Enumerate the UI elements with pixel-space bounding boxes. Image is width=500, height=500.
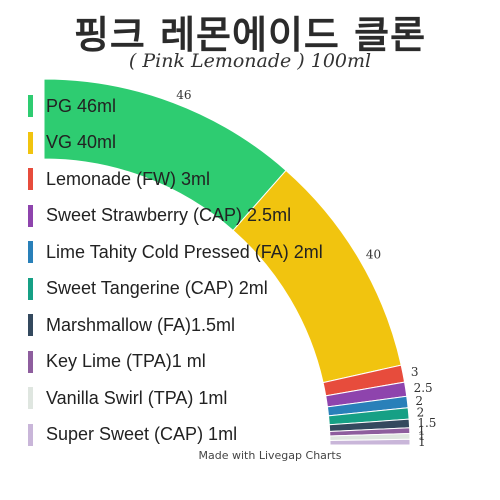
- value-label-key-lime-tpa-1-ml: 1: [418, 423, 426, 437]
- legend-label: Marshmallow (FA)1.5ml: [46, 314, 236, 335]
- value-label-super-sweet-cap-1ml: 1: [418, 435, 426, 449]
- value-label-marshmallow-fa-1-5ml: 1.5: [417, 416, 436, 430]
- legend-item-sweet-strawberry-cap-2-5ml[interactable]: Sweet Strawberry (CAP) 2.5ml: [28, 198, 323, 235]
- legend-label: Lime Tahity Cold Pressed (FA) 2ml: [46, 241, 323, 262]
- legend-label: Sweet Tangerine (CAP) 2ml: [46, 278, 268, 299]
- value-label-pg-46ml: 46: [176, 88, 191, 102]
- legend-item-super-sweet-cap-1ml[interactable]: Super Sweet (CAP) 1ml: [28, 417, 323, 454]
- chart-legend: PG 46ml VG 40ml Lemonade (FW) 3ml Sweet Str…: [28, 88, 323, 453]
- value-label-lemonade-fw-3ml: 3: [411, 365, 419, 379]
- legend-swatch: [28, 131, 33, 154]
- legend-label: PG 46ml: [46, 95, 117, 116]
- legend-item-sweet-tangerine-cap-2ml[interactable]: Sweet Tangerine (CAP) 2ml: [28, 271, 323, 308]
- legend-label: Super Sweet (CAP) 1ml: [46, 424, 238, 445]
- legend-swatch: [28, 204, 33, 227]
- legend-item-pg-46ml[interactable]: PG 46ml: [28, 88, 323, 125]
- legend-label: VG 40ml: [46, 132, 117, 153]
- legend-swatch: [28, 168, 33, 191]
- legend-swatch: [28, 423, 33, 446]
- legend-swatch: [28, 241, 33, 264]
- value-label-vanilla-swirl-tpa-1ml: 1: [418, 429, 426, 443]
- legend-item-lime-tahity-cold-pressed-fa-2ml[interactable]: Lime Tahity Cold Pressed (FA) 2ml: [28, 234, 323, 271]
- legend-item-lemonade-fw-3ml[interactable]: Lemonade (FW) 3ml: [28, 161, 323, 198]
- chart-title: 핑크 레몬에이드 클론: [73, 13, 427, 57]
- legend-label: Sweet Strawberry (CAP) 2.5ml: [46, 205, 292, 226]
- legend-swatch: [28, 387, 33, 410]
- legend-item-marshmallow-fa-1-5ml[interactable]: Marshmallow (FA)1.5ml: [28, 307, 323, 344]
- legend-label: Vanilla Swirl (TPA) 1ml: [46, 387, 228, 408]
- legend-swatch: [28, 314, 33, 337]
- legend-item-vg-40ml[interactable]: VG 40ml: [28, 125, 323, 162]
- legend-item-key-lime-tpa-1-ml[interactable]: Key Lime (TPA)1 ml: [28, 344, 323, 381]
- legend-item-vanilla-swirl-tpa-1ml[interactable]: Vanilla Swirl (TPA) 1ml: [28, 380, 323, 417]
- value-label-vg-40ml: 40: [366, 248, 381, 262]
- chart-slices: [43, 78, 411, 446]
- legend-label: Key Lime (TPA)1 ml: [46, 351, 206, 372]
- value-label-lime-tahity-cold-pressed-fa-2ml: 2: [415, 394, 423, 408]
- chart-subtitle: ( Pink Lemonade ) 100ml: [128, 50, 372, 72]
- legend-label: Lemonade (FW) 3ml: [46, 168, 211, 189]
- value-label-sweet-strawberry-cap-2-5ml: 2.5: [414, 381, 433, 395]
- legend-swatch: [28, 95, 33, 118]
- value-label-sweet-tangerine-cap-2ml: 2: [417, 406, 425, 420]
- slice-super-sweet-cap-1ml[interactable]: [329, 438, 411, 446]
- legend-swatch: [28, 350, 33, 373]
- legend-swatch: [28, 277, 33, 300]
- chart-footer-credit: Made with Livegap Charts: [198, 449, 342, 462]
